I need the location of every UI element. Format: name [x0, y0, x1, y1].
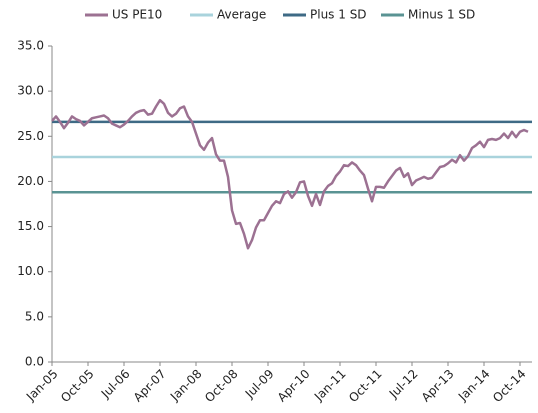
- x-tick-label: Jul-09: [242, 367, 277, 402]
- x-tick-label: Jan-11: [311, 367, 349, 405]
- y-tick-label: 30.0: [17, 84, 44, 98]
- x-tick-label: Oct-11: [346, 367, 384, 405]
- x-tick-label: Apr-07: [131, 367, 169, 405]
- data-line: [51, 98, 529, 250]
- x-tick-label: Oct-08: [202, 367, 240, 405]
- legend-label: Average: [217, 8, 266, 22]
- x-tick-label: Apr-13: [419, 367, 457, 405]
- x-tick-label: Jul-12: [386, 367, 421, 402]
- x-tick-label: Jan-14: [455, 367, 493, 405]
- y-tick-label: 15.0: [17, 219, 44, 233]
- legend-label: Plus 1 SD: [310, 8, 367, 22]
- x-tick-label: Jan-05: [23, 367, 61, 405]
- y-tick-label: 10.0: [17, 264, 44, 278]
- x-tick-label: Oct-14: [490, 367, 528, 405]
- x-tick-label: Jul-06: [98, 367, 133, 402]
- legend-label: US PE10: [112, 8, 162, 22]
- y-tick-label: 35.0: [17, 39, 44, 53]
- x-tick-label: Oct-05: [58, 367, 96, 405]
- y-tick-label: 20.0: [17, 174, 44, 188]
- x-tick-label: Apr-10: [275, 367, 313, 405]
- y-tick-label: 5.0: [25, 309, 44, 323]
- x-tick-label: Jan-08: [167, 367, 205, 405]
- legend-label: Minus 1 SD: [408, 8, 475, 22]
- y-tick-label: 25.0: [17, 129, 44, 143]
- y-tick-label: 0.0: [25, 355, 44, 369]
